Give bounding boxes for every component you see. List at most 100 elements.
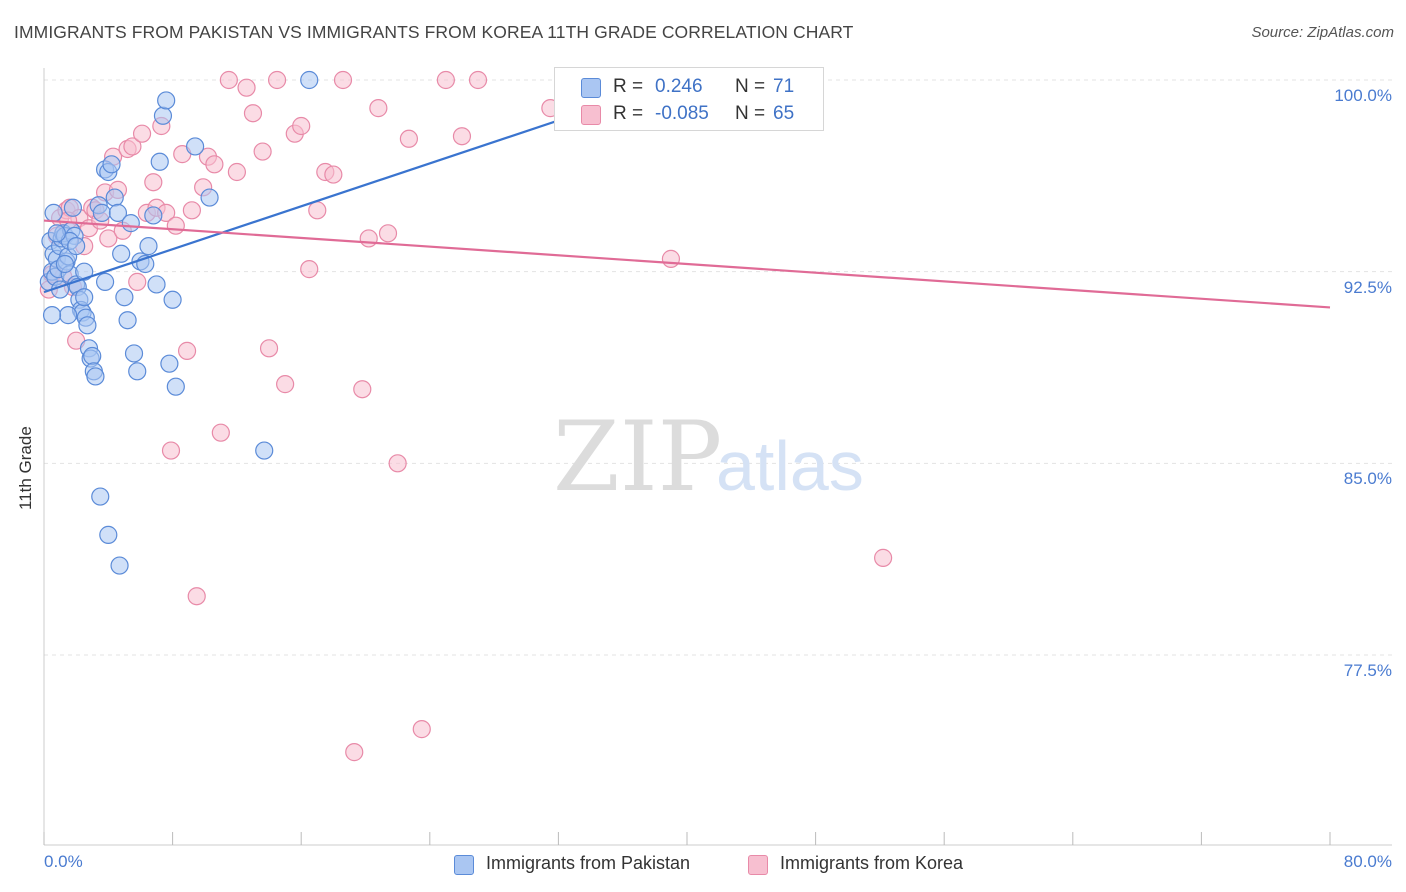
- pakistan-point: [201, 189, 218, 206]
- pakistan-swatch: [454, 855, 474, 875]
- korea-point: [277, 376, 294, 393]
- korea-point: [145, 174, 162, 191]
- chart-title: IMMIGRANTS FROM PAKISTAN VS IMMIGRANTS F…: [14, 22, 853, 43]
- korea-point: [134, 125, 151, 142]
- korea-point: [400, 130, 417, 147]
- r-value: 0.246: [655, 76, 703, 98]
- y-tick-label: 85.0%: [1344, 469, 1392, 489]
- n-value: 71: [773, 76, 794, 98]
- pakistan-point: [79, 317, 96, 334]
- pakistan-point: [76, 289, 93, 306]
- korea-point: [413, 721, 430, 738]
- pakistan-point: [256, 442, 273, 459]
- korea-point: [238, 79, 255, 96]
- r-label: R =: [613, 76, 643, 98]
- legend-label-korea: Immigrants from Korea: [780, 853, 963, 874]
- pakistan-point: [97, 273, 114, 290]
- korea-point: [437, 72, 454, 89]
- pakistan-point: [45, 204, 62, 221]
- y-tick-label: 92.5%: [1344, 278, 1392, 298]
- pakistan-point: [103, 156, 120, 173]
- pakistan-point: [145, 207, 162, 224]
- n-label: N =: [735, 76, 765, 98]
- n-label: N =: [735, 103, 765, 125]
- korea-point: [354, 381, 371, 398]
- pakistan-point: [44, 307, 61, 324]
- korea-point: [269, 72, 286, 89]
- x-tick-label-max: 80.0%: [1344, 852, 1392, 872]
- korea-point: [309, 202, 326, 219]
- pakistan-point: [56, 256, 73, 273]
- korea-point: [129, 273, 146, 290]
- korea-point: [470, 72, 487, 89]
- korea-point: [334, 72, 351, 89]
- pakistan-point: [158, 92, 175, 109]
- source-label: Source: ZipAtlas.com: [1251, 24, 1394, 41]
- pakistan-swatch: [581, 78, 601, 98]
- scatter-chart: ZIPatlas: [0, 0, 1406, 892]
- pakistan-point: [148, 276, 165, 293]
- korea-point: [254, 143, 271, 160]
- korea-point: [301, 261, 318, 278]
- korea-point: [212, 424, 229, 441]
- korea-point: [380, 225, 397, 242]
- pakistan-point: [64, 199, 81, 216]
- korea-point: [293, 118, 310, 135]
- korea-point: [162, 442, 179, 459]
- stats-legend-row-pakistan: R = 0.246 N = 71: [555, 74, 823, 102]
- korea-point: [179, 342, 196, 359]
- korea-point: [662, 250, 679, 267]
- pakistan-point: [164, 291, 181, 308]
- pakistan-point: [140, 238, 157, 255]
- x-tick-label-min: 0.0%: [44, 852, 83, 872]
- pakistan-point: [129, 363, 146, 380]
- korea-swatch: [581, 105, 601, 125]
- korea-point: [389, 455, 406, 472]
- watermark-atlas: atlas: [716, 427, 864, 505]
- pakistan-point: [119, 312, 136, 329]
- pakistan-point: [111, 557, 128, 574]
- n-value: 65: [773, 103, 794, 125]
- pakistan-point: [100, 526, 117, 543]
- legend-label-pakistan: Immigrants from Pakistan: [486, 853, 690, 874]
- pakistan-point: [93, 204, 110, 221]
- pakistan-point: [68, 238, 85, 255]
- watermark-zip: ZIP: [553, 401, 722, 513]
- korea-point: [261, 340, 278, 357]
- korea-trend-line: [44, 221, 1330, 308]
- pakistan-point: [122, 215, 139, 232]
- y-tick-label: 100.0%: [1334, 86, 1392, 106]
- pakistan-point: [48, 225, 65, 242]
- pakistan-point: [84, 348, 101, 365]
- stats-legend-row-korea: R = -0.085 N = 65: [555, 101, 823, 129]
- korea-point: [244, 105, 261, 122]
- korea-swatch: [748, 855, 768, 875]
- korea-point: [183, 202, 200, 219]
- korea-points: [40, 72, 891, 761]
- korea-point: [228, 164, 245, 181]
- y-axis-label: 11th Grade: [16, 426, 36, 510]
- pakistan-point: [151, 153, 168, 170]
- pakistan-point: [116, 289, 133, 306]
- pakistan-point: [92, 488, 109, 505]
- stats-legend: R = 0.246 N = 71 R = -0.085 N = 65: [554, 67, 824, 131]
- pakistan-point: [161, 355, 178, 372]
- pakistan-point: [113, 245, 130, 262]
- korea-point: [453, 128, 470, 145]
- korea-point: [346, 744, 363, 761]
- pakistan-point: [106, 189, 123, 206]
- korea-point: [167, 217, 184, 234]
- korea-point: [875, 549, 892, 566]
- pakistan-point: [301, 72, 318, 89]
- r-label: R =: [613, 103, 643, 125]
- korea-point: [360, 230, 377, 247]
- korea-point: [325, 166, 342, 183]
- korea-point: [220, 72, 237, 89]
- korea-point: [188, 588, 205, 605]
- pakistan-point: [60, 307, 77, 324]
- korea-point: [370, 100, 387, 117]
- pakistan-point: [167, 378, 184, 395]
- pakistan-point: [187, 138, 204, 155]
- pakistan-point: [87, 368, 104, 385]
